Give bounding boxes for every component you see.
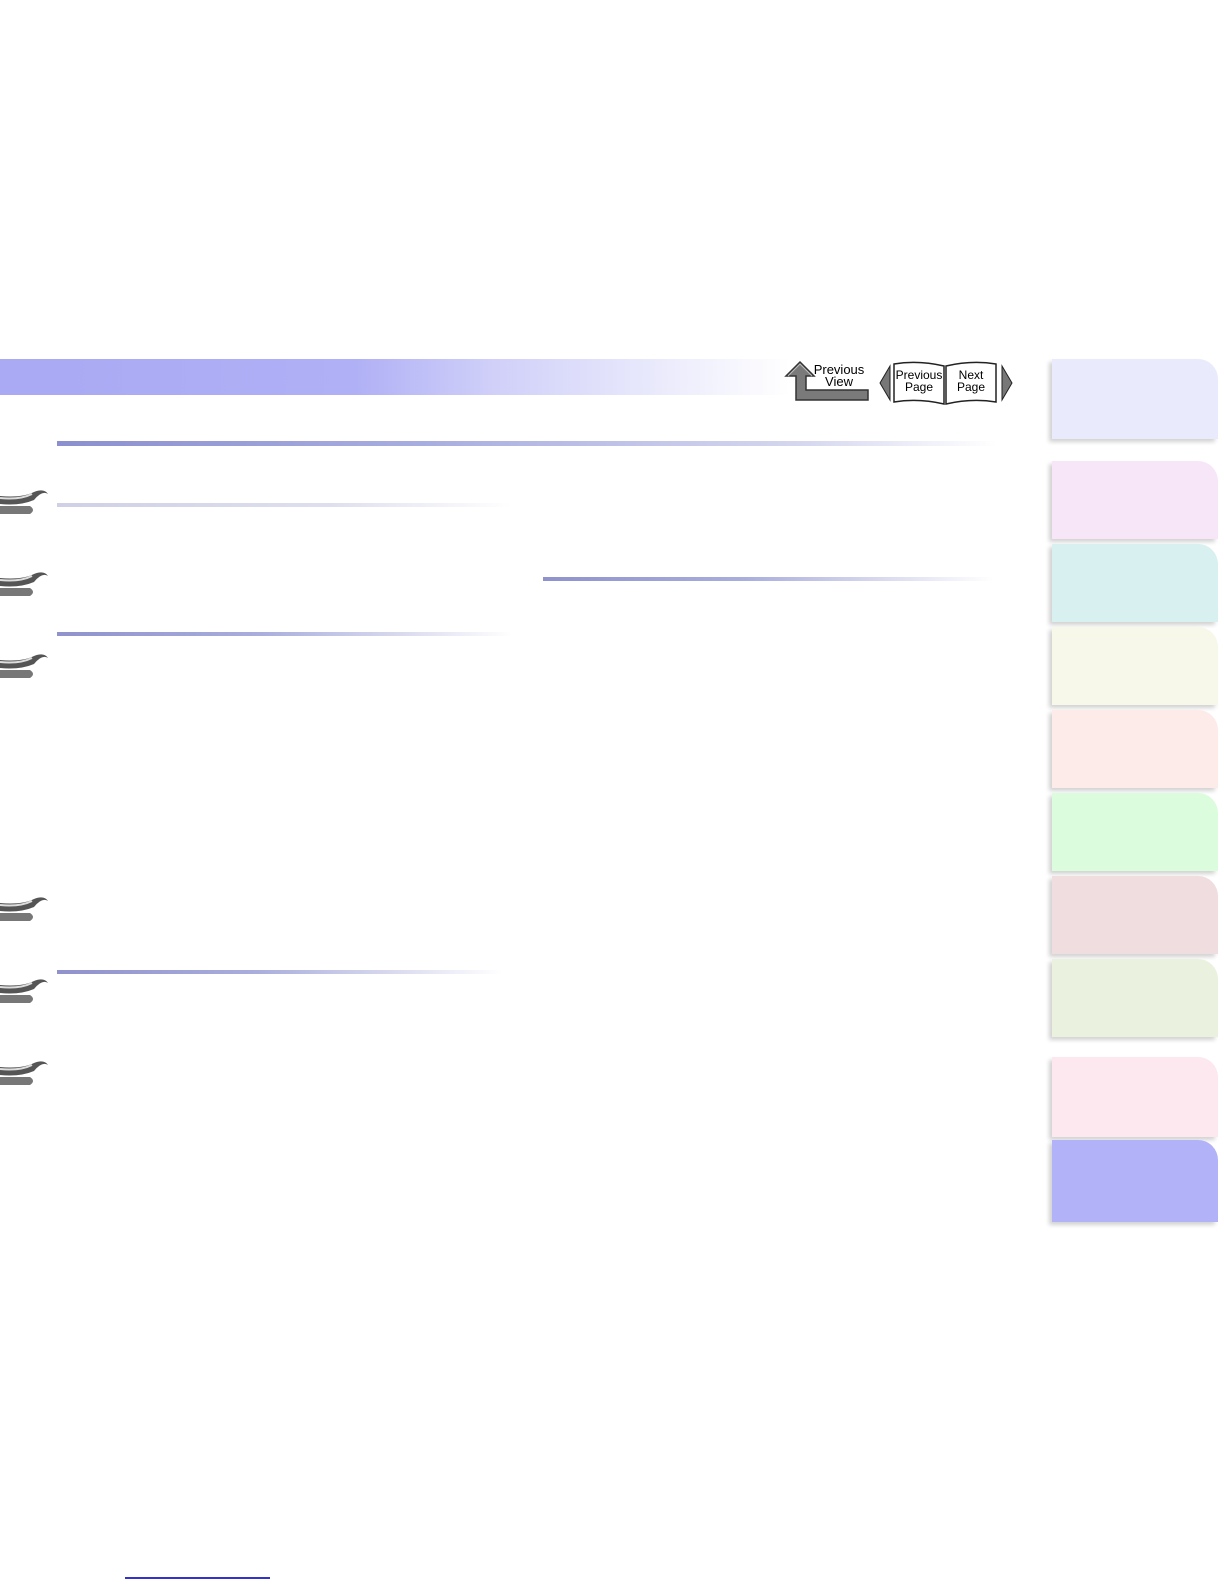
- section-rule-3: [57, 970, 502, 974]
- left-triangle-icon: [879, 361, 945, 405]
- right-triangle-icon: [945, 361, 1013, 405]
- back-arrow-icon: [784, 360, 869, 401]
- previous-view-label: Previous View: [813, 362, 865, 389]
- chapter-tab-4[interactable]: [1052, 627, 1218, 705]
- binder-ring-icon: [0, 654, 48, 678]
- chapter-tab-10[interactable]: [1052, 1140, 1218, 1222]
- binder-ring-icon: [0, 490, 48, 514]
- chapter-tab-3[interactable]: [1052, 544, 1218, 622]
- chapter-tab-1[interactable]: [1052, 359, 1218, 439]
- previous-view-button[interactable]: Previous View: [778, 360, 870, 408]
- chapter-tab-9[interactable]: [1052, 1057, 1218, 1137]
- chapter-tab-2[interactable]: [1052, 461, 1218, 539]
- binder-ring-icon: [0, 572, 48, 596]
- section-rule-2: [57, 632, 512, 636]
- chapter-tab-5[interactable]: [1052, 710, 1218, 788]
- section-rule-1: [57, 503, 512, 507]
- next-page-label: Next Page: [956, 368, 986, 394]
- section-rule-right: [543, 577, 993, 581]
- binder-ring-icon: [0, 979, 48, 1003]
- binder-ring-icon: [0, 1061, 48, 1085]
- chapter-tab-8[interactable]: [1052, 959, 1218, 1037]
- chapter-tab-6[interactable]: [1052, 793, 1218, 871]
- chapter-tab-7[interactable]: [1052, 876, 1218, 954]
- previous-page-label: Previous Page: [895, 368, 943, 394]
- binder-ring-icon: [0, 897, 48, 921]
- previous-page-button[interactable]: Previous Page: [878, 360, 946, 410]
- next-page-button[interactable]: Next Page: [944, 360, 1016, 410]
- header-band: [0, 359, 790, 395]
- title-rule: [57, 441, 997, 446]
- footer-link[interactable]: [125, 1577, 270, 1579]
